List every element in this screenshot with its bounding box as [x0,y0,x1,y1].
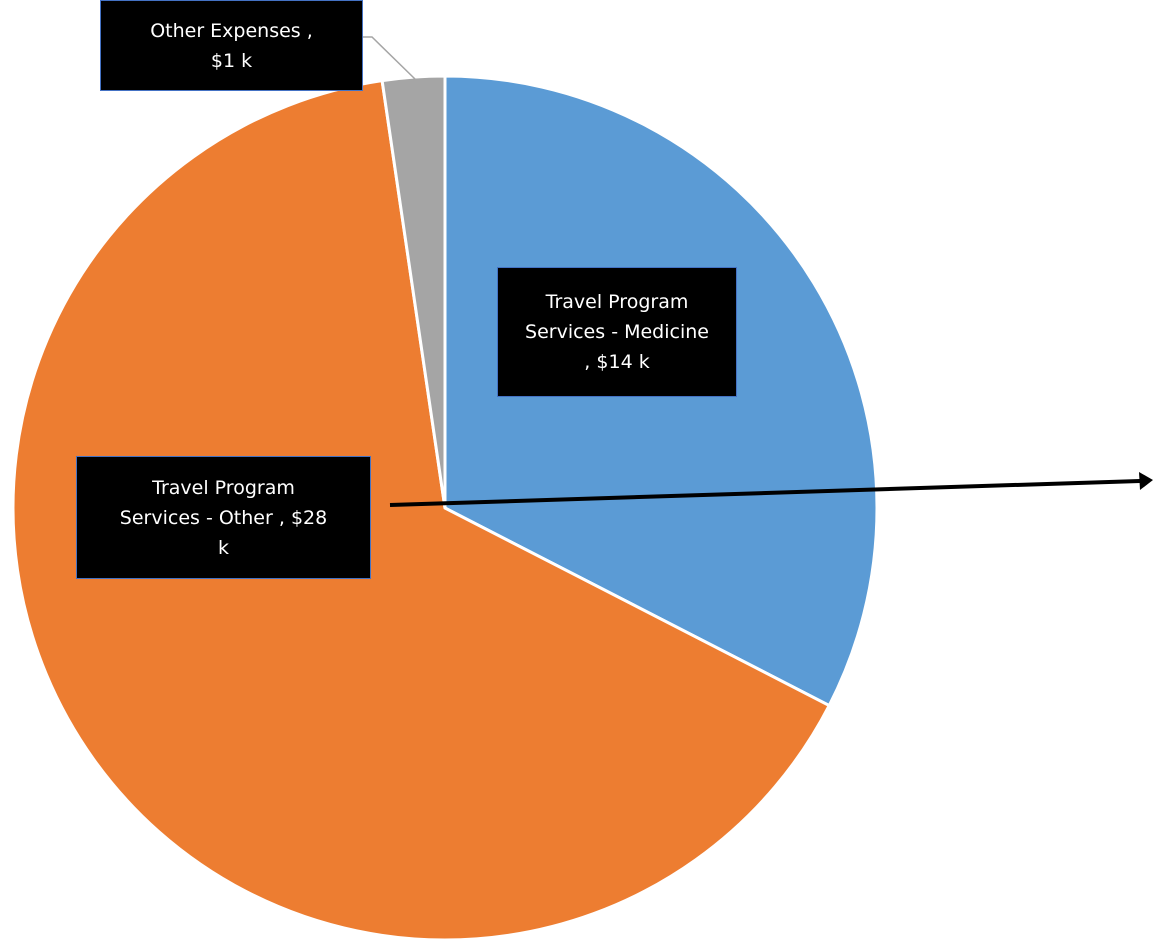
label-separator: , [584,321,716,373]
data-label-text: Travel Program Services - Other , $28 k [111,473,336,563]
data-label-text: Travel Program Services - Medicine , $14… [520,287,715,377]
label-separator: , [272,506,291,529]
label-value: $14 k [596,351,650,373]
data-label: Travel Program Services - Other , $28 k [76,456,371,579]
label-value: $1 k [210,49,253,72]
data-label: Travel Program Services - Medicine , $14… [497,267,737,397]
arrow-line [389,479,1141,507]
pie-slice [11,78,832,941]
arrow-head [1139,472,1153,490]
label-category: Travel Program Services - Medicine [525,291,709,343]
label-separator: , [300,19,319,42]
label-value: $28 k [217,506,340,559]
label-category: Travel Program Services - Other [119,476,301,529]
data-label: Other Expenses , $1 k [100,0,363,91]
leader-line [362,36,416,80]
label-category: Other Expenses [150,19,301,42]
data-label-text: Other Expenses , $1 k [147,16,317,76]
